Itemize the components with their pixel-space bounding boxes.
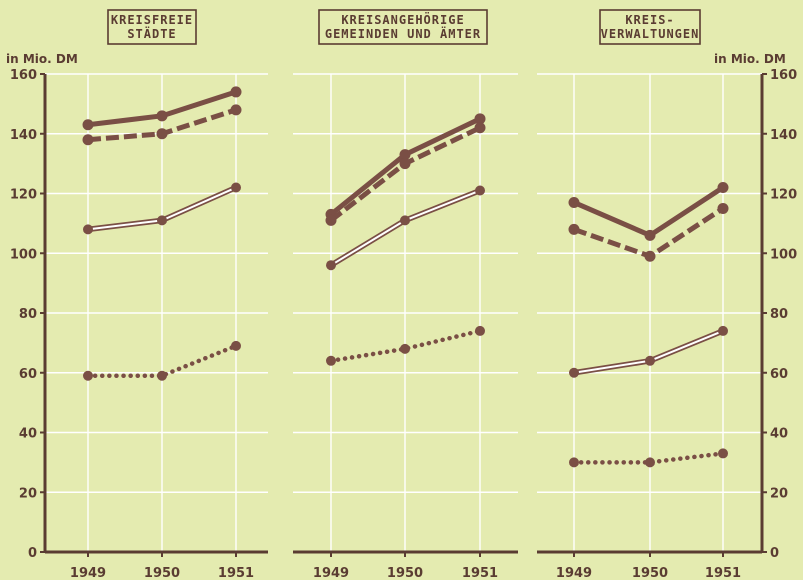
series-thick-solid xyxy=(568,182,729,241)
data-point xyxy=(399,149,411,161)
data-point xyxy=(717,182,729,194)
chart-title-line: GEMEINDEN UND ÄMTER xyxy=(325,26,481,41)
series-thick-solid xyxy=(82,86,242,131)
data-point xyxy=(568,223,580,235)
data-point xyxy=(645,457,655,468)
y-tick-label: 120 xyxy=(770,188,797,203)
data-point xyxy=(569,457,579,468)
data-point xyxy=(231,340,241,351)
y-tick-label: 40 xyxy=(19,427,37,442)
title-box xyxy=(107,9,197,45)
chart-title-line: VERWALTUNGEN xyxy=(601,27,700,41)
data-point xyxy=(568,196,580,208)
title-box xyxy=(318,9,488,45)
chart-title-line: KREISANGEHÖRIGE xyxy=(341,12,464,27)
y-tick-label: 60 xyxy=(19,367,37,382)
y-tick-label: 0 xyxy=(770,546,779,561)
y-tick-label: 40 xyxy=(770,427,788,442)
data-point xyxy=(399,158,411,170)
series-line xyxy=(573,328,725,376)
y-tick-label: 80 xyxy=(19,307,37,322)
data-point xyxy=(156,110,168,122)
data-point xyxy=(230,104,242,116)
y-tick-label: 140 xyxy=(10,128,37,143)
series-dotted xyxy=(83,340,241,381)
y-tick-label: 80 xyxy=(770,307,788,322)
chart-title-line: KREISFREIE xyxy=(111,13,193,27)
data-point xyxy=(645,355,655,366)
y-tick-label: 0 xyxy=(28,546,37,561)
series-thick-dashed xyxy=(325,122,486,226)
series-line xyxy=(328,328,483,364)
series-dotted xyxy=(569,448,728,468)
data-point xyxy=(475,325,485,336)
y-tick-label: 100 xyxy=(10,247,37,262)
data-point xyxy=(644,229,656,241)
panel-3: 0 20 40 60 80 100 120 140 160 1949 1950 1951 KREIS-V… xyxy=(537,9,797,580)
data-point xyxy=(644,250,656,262)
y-tick-label: 20 xyxy=(770,486,788,501)
series-double-line xyxy=(83,182,241,235)
data-point xyxy=(400,343,410,354)
y-tick-label: 140 xyxy=(770,128,797,143)
series-line xyxy=(573,185,725,238)
series-double-line xyxy=(569,325,728,378)
left-unit-label: in Mio. DM xyxy=(6,52,78,66)
x-tick-label: 1949 xyxy=(556,566,592,580)
data-point xyxy=(157,370,167,381)
title-box xyxy=(599,9,701,45)
right-unit-label: in Mio. DM xyxy=(714,52,786,66)
x-tick-label: 1950 xyxy=(387,566,423,580)
data-point xyxy=(474,113,486,125)
chart-title-line: KREIS- xyxy=(625,13,674,27)
data-point xyxy=(717,202,729,214)
data-point xyxy=(157,215,167,226)
series-double-line xyxy=(326,185,485,271)
x-tick-label: 1950 xyxy=(144,566,180,580)
data-point xyxy=(156,128,168,140)
x-tick-label: 1951 xyxy=(218,566,254,580)
chart-title-line: STÄDTE xyxy=(127,26,176,41)
data-point xyxy=(231,182,241,193)
data-point xyxy=(82,119,94,131)
series-dotted xyxy=(326,325,485,366)
data-point xyxy=(475,185,485,196)
data-point xyxy=(325,214,337,226)
y-tick-label: 160 xyxy=(770,68,797,83)
x-tick-label: 1949 xyxy=(70,566,106,580)
data-point xyxy=(230,86,242,98)
series-thick-dashed xyxy=(568,202,729,262)
data-point xyxy=(718,448,728,459)
data-point xyxy=(83,224,93,235)
panel-1: 0 20 40 60 80 100 120 140 160 1949 1950 1951 KREISFR… xyxy=(10,9,268,580)
x-tick-label: 1949 xyxy=(313,566,349,580)
y-tick-label: 60 xyxy=(770,367,788,382)
data-point xyxy=(400,215,410,226)
data-point xyxy=(569,367,579,378)
series-thick-dashed xyxy=(82,104,242,146)
y-tick-label: 20 xyxy=(19,486,37,501)
data-point xyxy=(326,260,336,271)
data-point xyxy=(326,355,336,366)
x-tick-label: 1950 xyxy=(632,566,668,580)
y-tick-label: 120 xyxy=(10,188,37,203)
x-tick-label: 1951 xyxy=(705,566,741,580)
data-point xyxy=(82,134,94,146)
y-tick-label: 100 xyxy=(770,247,797,262)
data-point xyxy=(474,122,486,134)
data-point xyxy=(718,325,728,336)
series-line xyxy=(85,343,239,378)
x-tick-label: 1951 xyxy=(462,566,498,580)
y-tick-label: 160 xyxy=(10,68,37,83)
data-point xyxy=(83,370,93,381)
